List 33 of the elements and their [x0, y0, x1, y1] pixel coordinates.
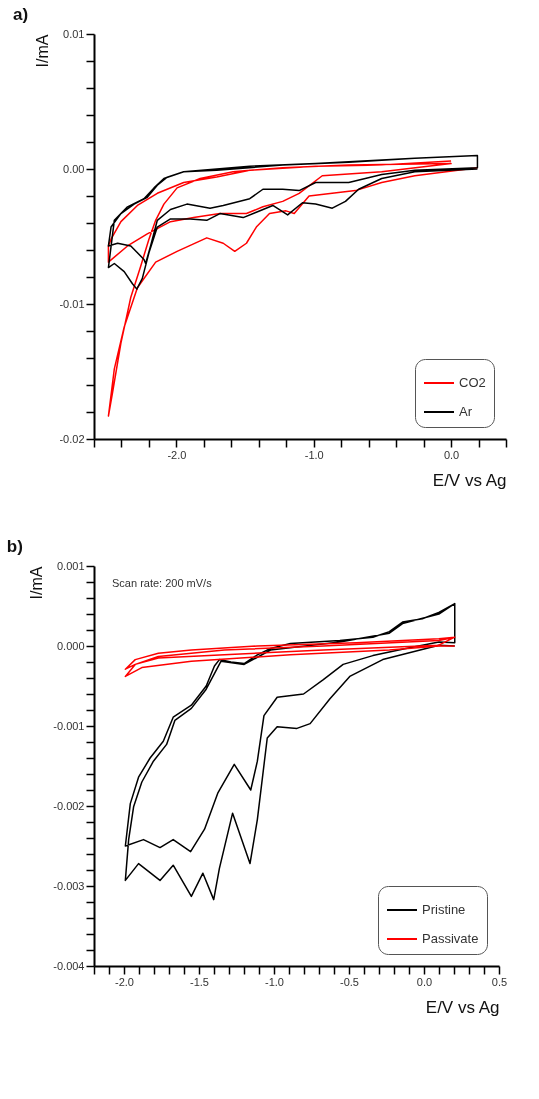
chart-title: b) — [6, 537, 23, 556]
line-series — [124, 636, 456, 678]
x-tick-label: -2.0 — [115, 975, 134, 988]
y-axis-title: I/mA — [34, 34, 52, 68]
y-tick-label: -0.003 — [53, 879, 85, 892]
x-axis-title: E/V vs Ag — [425, 997, 500, 1017]
x-tick-label: 0.5 — [491, 975, 508, 988]
legend-label: Pristine — [422, 902, 466, 917]
y-tick-label: -0.01 — [59, 297, 85, 310]
y-tick-label: 0.01 — [63, 27, 85, 40]
y-tick-label: 0.001 — [56, 559, 85, 572]
annotation: Scan rate: 200 mV/s — [112, 577, 213, 589]
y-tick-label: 0.000 — [56, 639, 85, 652]
x-tick-label: -2.0 — [167, 448, 187, 461]
y-tick-label: -0.001 — [53, 719, 85, 732]
x-tick-label: 0.0 — [443, 448, 460, 461]
x-axis-title: E/V vs Ag — [432, 470, 507, 490]
x-tick-label: -0.5 — [340, 975, 359, 988]
legend-label: Ar — [459, 404, 473, 419]
legend-label: CO2 — [459, 375, 486, 390]
y-tick-label: -0.02 — [59, 432, 85, 445]
line-series — [107, 154, 479, 290]
x-tick-label: -1.0 — [304, 448, 324, 461]
y-tick-label: -0.002 — [53, 799, 85, 812]
x-tick-label: -1.5 — [190, 975, 209, 988]
y-axis-title: I/mA — [28, 566, 46, 600]
chart-title: a) — [12, 5, 29, 24]
y-tick-label: -0.004 — [53, 959, 85, 972]
x-tick-label: 0.0 — [416, 975, 433, 988]
legend-label: Passivate — [422, 931, 479, 946]
y-tick-label: 0.00 — [63, 162, 85, 175]
line-series — [124, 602, 456, 901]
x-tick-label: -1.0 — [265, 975, 284, 988]
